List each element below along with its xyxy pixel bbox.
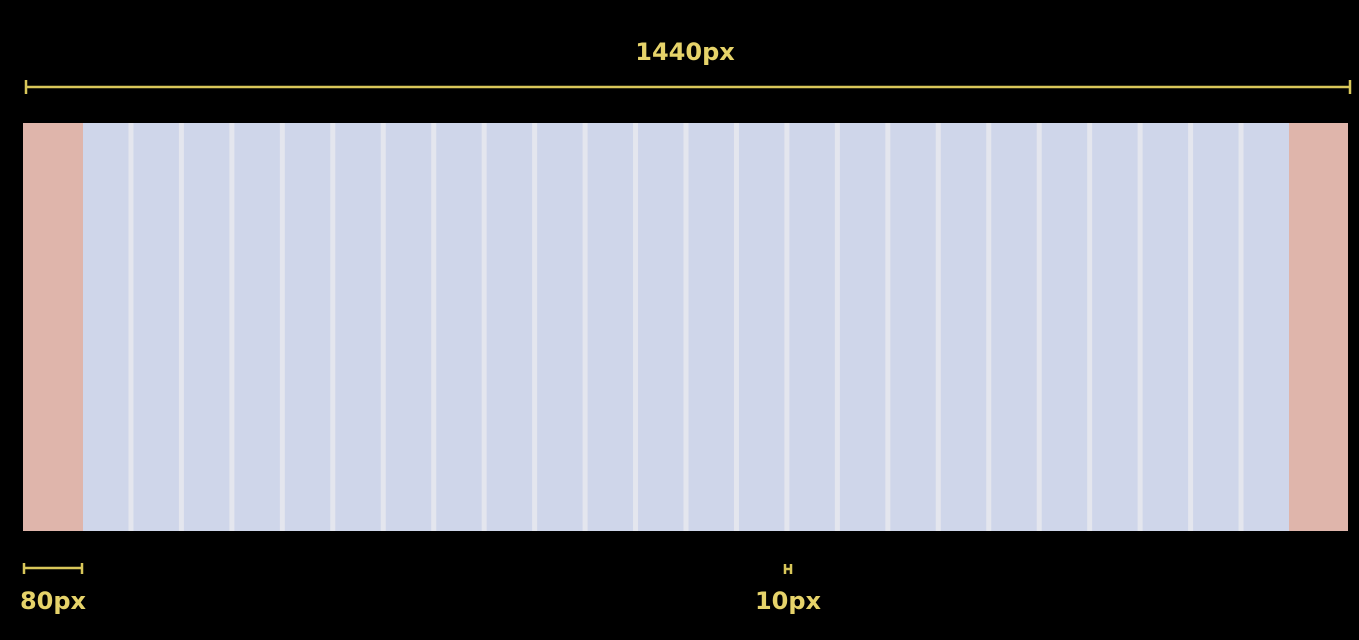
grid-column [436,123,482,531]
width-label: 1440px [635,38,735,66]
margin-label: 80px [20,587,87,615]
grid-column [1142,123,1189,531]
grid-column [133,123,179,531]
grid-column [638,123,684,531]
grid-column [335,123,381,531]
grid-column [83,123,129,531]
grid-column [940,123,987,531]
grid-column [183,123,230,531]
left-margin [23,123,83,531]
grid-column [890,123,936,531]
grid-column [1243,123,1289,531]
grid-column [991,123,1037,531]
grid-column [839,123,886,531]
grid-column [537,123,583,531]
grid-column [385,123,432,531]
grid-column [486,123,533,531]
grid-column [587,123,634,531]
grid [23,123,1348,531]
grid-column [1193,123,1239,531]
grid-column [789,123,835,531]
grid-column [1041,123,1088,531]
right-margin [1289,123,1348,531]
gutter-label: 10px [755,587,822,615]
grid-column [284,123,331,531]
grid-column [1092,123,1138,531]
grid-column [688,123,734,531]
grid-column [738,123,785,531]
grid-column [234,123,280,531]
